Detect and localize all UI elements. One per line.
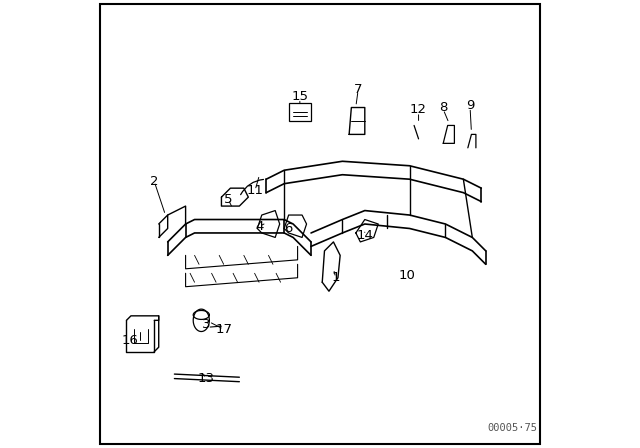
Text: 14: 14 xyxy=(356,228,373,242)
Text: 2: 2 xyxy=(150,175,159,188)
Text: 00005·75: 00005·75 xyxy=(488,423,538,433)
Text: 4: 4 xyxy=(255,220,264,233)
Text: 15: 15 xyxy=(291,90,308,103)
Text: 6: 6 xyxy=(284,222,293,235)
Text: 8: 8 xyxy=(439,101,447,114)
Text: 10: 10 xyxy=(399,269,416,282)
Text: 16: 16 xyxy=(121,334,138,347)
Text: 17: 17 xyxy=(215,323,232,336)
Text: 11: 11 xyxy=(246,184,264,197)
Text: 12: 12 xyxy=(410,103,427,116)
Text: 9: 9 xyxy=(466,99,474,112)
Text: 5: 5 xyxy=(224,193,232,206)
Text: 7: 7 xyxy=(354,83,362,96)
Text: 1: 1 xyxy=(332,271,340,284)
Bar xyxy=(289,103,311,121)
Text: 3: 3 xyxy=(202,318,210,332)
Text: 13: 13 xyxy=(197,372,214,385)
